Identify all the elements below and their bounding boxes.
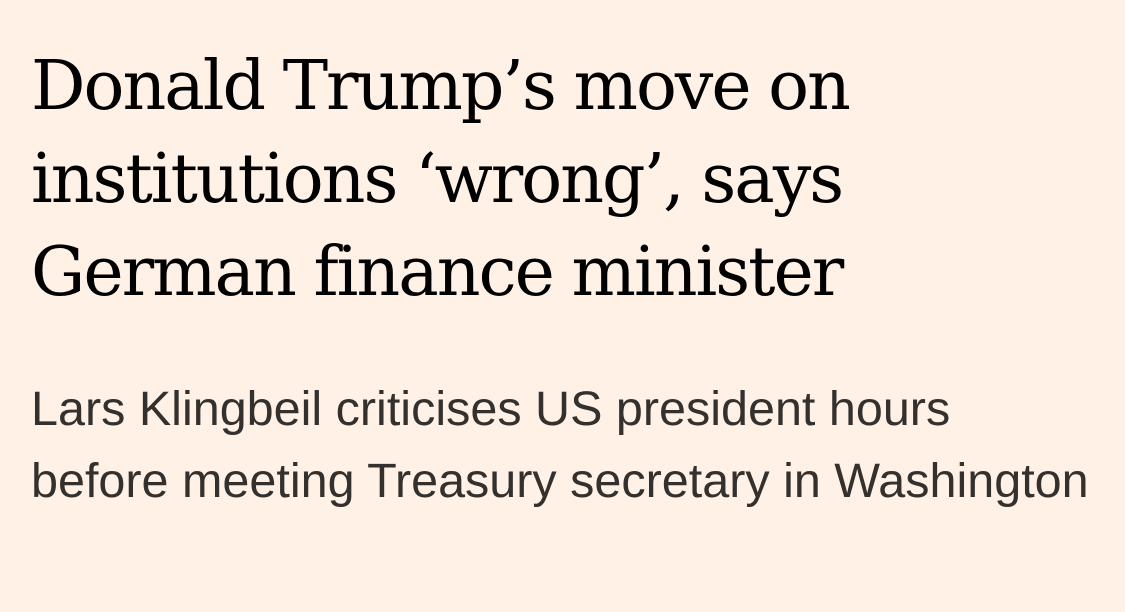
article-header: Donald Trump’s move on institutions ‘wro… (31, 40, 1101, 517)
headline[interactable]: Donald Trump’s move on institutions ‘wro… (31, 47, 851, 312)
standfirst: Lars Klingbeil criticises US president h… (31, 382, 1089, 508)
